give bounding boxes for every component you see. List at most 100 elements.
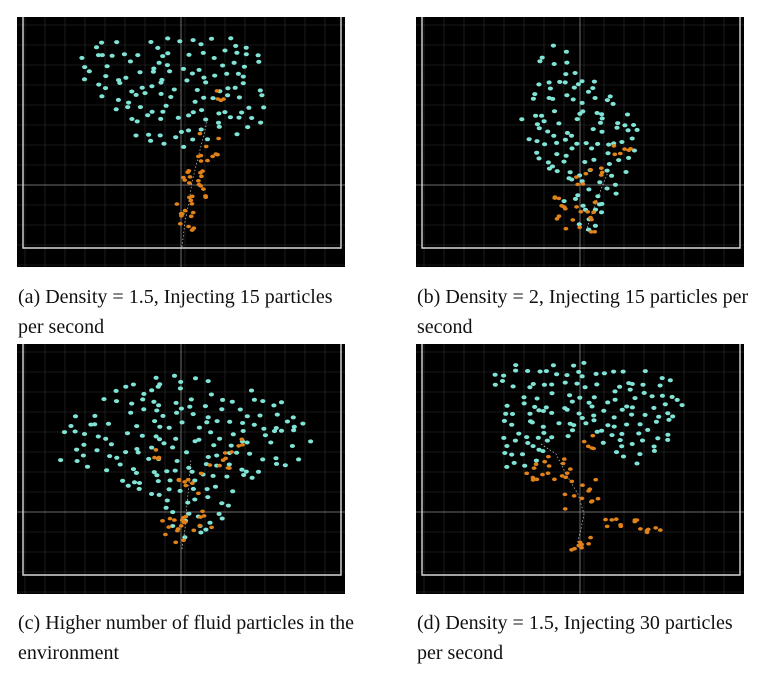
fluid-particle [572,71,578,75]
injected-particle [585,210,591,214]
fluid-particle [550,363,556,368]
fluid-particle [215,120,222,125]
fluid-particle [579,179,585,184]
caption-d: (d) Density = 1.5, Injecting 30 particle… [417,612,733,664]
simulation-panel-a [17,17,345,267]
fluid-particles [492,360,685,469]
container-boundary [421,17,741,249]
fluid-particle [611,424,617,429]
fluid-particle [128,410,134,415]
fluid-particle [172,468,178,473]
fluid-particle [225,86,231,91]
particle-scene-d [416,344,744,594]
fluid-particle [194,88,200,92]
fluid-particle [255,53,261,58]
fluid-particle [179,420,185,425]
fluid-particle [580,109,586,114]
fluid-particle [211,56,217,60]
fluid-particle [533,458,539,463]
fluid-particle [606,142,612,147]
fluid-particle [190,110,196,115]
fluid-particle [674,397,680,402]
fluid-particle [564,130,570,135]
fluid-particle [188,397,194,402]
fluid-particle [594,382,600,387]
fluid-particle [567,170,573,175]
fluid-particle [129,117,135,121]
injected-particle [603,517,608,522]
injected-particle [205,158,210,163]
fluid-particle [121,52,127,57]
injected-particles [174,89,226,232]
fluid-particle [136,486,142,491]
fluid-particle [211,443,217,448]
fluid-particle [219,501,225,506]
fluid-particle [599,112,605,117]
fluid-particle [216,511,222,516]
fluid-particle [576,222,582,227]
fluid-particle [208,36,215,41]
injected-particle [185,170,191,174]
fluid-particle [492,372,498,377]
fluid-particle [113,107,119,112]
fluid-particle [202,404,208,409]
fluid-particle [81,432,88,436]
fluid-particle [236,95,242,100]
fluid-particle [224,474,230,479]
injected-particle [229,450,235,454]
fluid-particle [545,129,551,134]
fluid-particle [289,444,295,448]
injected-particle [524,471,530,476]
fluid-particle [257,88,263,93]
injected-particle [187,175,193,179]
fluid-particle [127,59,133,64]
injected-particle [197,131,203,136]
fluid-particle [613,191,619,196]
fluid-particle [537,369,543,374]
fluid-particle [545,160,551,165]
fluid-particle [133,92,139,97]
injection-trail [540,443,585,550]
fluid-particle [86,69,92,74]
fluid-particle [212,484,219,489]
injected-particle [574,175,579,179]
fluid-particle [207,520,213,525]
fluid-particle [259,93,265,98]
fluid-particle [240,81,246,86]
fluid-particle [101,397,107,402]
fluid-particle [564,60,570,65]
fluid-particle [239,467,245,472]
fluid-particle [571,423,577,428]
fluid-particle [597,180,603,185]
fluid-particle [657,383,663,388]
fluid-particle [268,440,274,445]
fluid-particle [240,429,246,433]
container-boundary [22,344,342,576]
fluid-particle [536,447,542,452]
injected-particle [223,456,229,461]
fluid-particle [173,135,179,140]
caption-b: (b) Density = 2, Injecting 15 particles … [417,286,749,338]
fluid-particle [137,105,143,110]
injected-particle [209,525,215,530]
fluid-particle [135,53,141,58]
injected-particle [156,456,161,461]
fluid-particle [246,105,252,110]
fluid-particle [600,440,606,445]
fluid-particle [241,473,247,477]
fluid-particle [509,412,516,416]
fluid-particle [540,424,546,429]
fluid-particle [247,451,253,456]
fluid-particle [171,373,178,378]
fluid-particle [251,397,257,402]
fluid-particle [620,369,626,374]
fluid-particle [554,152,560,157]
fluid-particle [556,421,562,426]
injected-particle [166,525,172,529]
fluid-particle [200,50,206,55]
fluid-particle [166,487,172,492]
fluid-particle [526,137,532,142]
fluid-particle [679,403,685,408]
fluid-particle [185,500,191,505]
fluid-particle [149,388,155,393]
